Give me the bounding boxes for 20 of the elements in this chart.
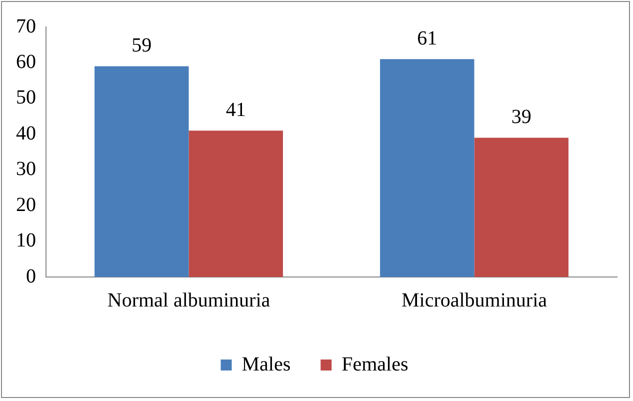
bar bbox=[94, 66, 189, 277]
data-label: 39 bbox=[511, 106, 532, 128]
y-tick-label: 0 bbox=[26, 265, 36, 288]
bar bbox=[380, 59, 474, 277]
bar bbox=[188, 130, 283, 277]
y-tick-label: 10 bbox=[16, 230, 36, 252]
x-tick-label: Microalbuminuria bbox=[401, 289, 548, 312]
data-label: 59 bbox=[132, 34, 152, 57]
legend-label: Males bbox=[242, 353, 291, 376]
y-tick-label: 40 bbox=[16, 122, 36, 144]
data-label: 61 bbox=[417, 27, 438, 50]
y-tick-label: 20 bbox=[16, 194, 36, 216]
bar bbox=[474, 138, 568, 277]
x-tick-label: Normal albuminuria bbox=[107, 289, 270, 312]
y-tick-label: 70 bbox=[16, 15, 36, 38]
y-tick-label: 50 bbox=[16, 86, 36, 109]
y-tick-label: 30 bbox=[16, 158, 36, 180]
legend-label: Females bbox=[342, 353, 408, 376]
y-tick-label: 60 bbox=[16, 50, 36, 73]
data-label: 41 bbox=[226, 98, 246, 121]
